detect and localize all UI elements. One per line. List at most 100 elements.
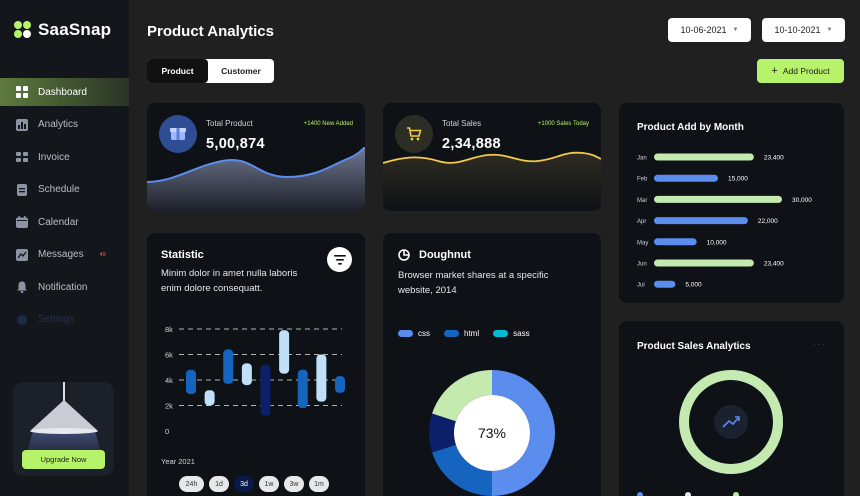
- page-title: Product Analytics: [147, 23, 274, 40]
- total-product-card: Total Product +1400 New Added 5,00,874: [147, 103, 365, 211]
- donut-slice-other[interactable]: [432, 370, 492, 422]
- total-product-label: Total Product: [206, 119, 253, 128]
- month-label: May: [637, 240, 648, 246]
- plus-icon: +: [771, 65, 778, 77]
- sidebar-item-label: Notification: [38, 281, 88, 293]
- range-24h-button[interactable]: 24h: [179, 476, 204, 492]
- sidebar-item-notification[interactable]: Notification: [0, 273, 129, 301]
- legend-item-css[interactable]: css: [398, 329, 430, 338]
- y-tick-label: 4k: [165, 376, 173, 385]
- statistic-card: Statistic Minim dolor in amet nulla labo…: [147, 233, 365, 496]
- sidebar-item-label: Analytics: [38, 119, 79, 130]
- sales-analytics-chart: [679, 370, 783, 474]
- notification-icon: [17, 281, 27, 293]
- sidebar-item-schedule[interactable]: Schedule: [0, 176, 129, 204]
- statistic-chart: 8k 6k 4k 2k 0: [165, 325, 345, 436]
- date-from-value: 10-06-2021: [680, 25, 727, 35]
- range-1m-button[interactable]: 1m: [309, 476, 329, 492]
- month-label: Mar: [637, 198, 647, 204]
- statistic-bar[interactable]: [316, 354, 327, 402]
- statistic-bar[interactable]: [204, 390, 215, 406]
- sidebar: SaaSnap Dashboard Analytics Invoice Sche…: [0, 0, 129, 496]
- doughnut-title: Doughnut: [419, 249, 471, 261]
- month-label: Apr: [637, 219, 646, 225]
- tab-customer[interactable]: Customer: [221, 66, 261, 76]
- month-bar[interactable]: [654, 280, 676, 288]
- logo-icon: [14, 21, 32, 39]
- date-to-picker[interactable]: 10-10-2021 ▼: [762, 18, 845, 42]
- legend-item-sass[interactable]: sass: [493, 329, 530, 338]
- upgrade-promo-card: Upgrade Now: [13, 382, 114, 476]
- analytics-icon: [16, 118, 28, 131]
- logo[interactable]: SaaSnap: [14, 20, 111, 40]
- settings-icon: [17, 314, 27, 325]
- statistic-bar[interactable]: [279, 330, 290, 374]
- sidebar-item-analytics[interactable]: Analytics: [0, 111, 129, 139]
- donut-slice-css[interactable]: [492, 370, 555, 496]
- statistic-bar[interactable]: [186, 369, 196, 395]
- legend-dot-green: [733, 492, 739, 496]
- doughnut-description-line1: Browser market shares at a specific: [398, 270, 549, 281]
- statistic-bar[interactable]: [297, 369, 308, 409]
- messages-badge: 49: [99, 251, 106, 258]
- messages-icon: [16, 248, 28, 261]
- sidebar-item-calendar[interactable]: Calendar: [0, 208, 129, 236]
- upgrade-now-button[interactable]: Upgrade Now: [22, 450, 105, 469]
- more-icon[interactable]: ···: [813, 339, 826, 350]
- legend-label-html: html: [464, 329, 480, 338]
- statistic-bar[interactable]: [241, 363, 252, 386]
- doughnut-chart: 73%: [429, 370, 555, 496]
- statistic-bar[interactable]: [335, 376, 345, 393]
- month-bar[interactable]: [654, 153, 754, 161]
- range-3d-button[interactable]: 3d: [234, 476, 254, 492]
- doughnut-legend: css html sass: [398, 329, 530, 338]
- product-add-chart: Jan 23,400 Feb 15,000 Mar 30,000 Apr 22,000 May 1…: [637, 153, 812, 289]
- month-bar[interactable]: [654, 195, 782, 203]
- sidebar-item-dashboard[interactable]: Dashboard: [0, 78, 129, 106]
- month-bar[interactable]: [654, 259, 754, 267]
- legend-swatch-css: [398, 330, 413, 337]
- product-add-title: Product Add by Month: [637, 122, 744, 133]
- range-1d-button[interactable]: 1d: [209, 476, 229, 492]
- add-product-button[interactable]: + Add Product: [757, 59, 844, 83]
- sidebar-nav: Dashboard Analytics Invoice Schedule Cal…: [0, 78, 129, 338]
- invoice-icon: [16, 152, 28, 162]
- sidebar-item-settings[interactable]: Settings: [0, 306, 129, 334]
- month-bar[interactable]: [654, 174, 718, 182]
- sidebar-item-label: Dashboard: [38, 86, 87, 98]
- donut-center: [454, 395, 530, 471]
- caret-down-icon: ▼: [732, 27, 739, 33]
- ring-segment-green[interactable]: [679, 370, 783, 474]
- range-3w-button[interactable]: 3w: [284, 476, 304, 492]
- month-bar[interactable]: [654, 217, 748, 225]
- statistic-bar[interactable]: [223, 349, 234, 384]
- pie-chart-icon: [398, 249, 410, 261]
- sidebar-item-label: Settings: [38, 314, 75, 325]
- total-sales-value: 2,34,888: [442, 136, 501, 152]
- tab-product[interactable]: Product: [147, 59, 208, 83]
- month-bar[interactable]: [654, 238, 697, 246]
- caret-down-icon: ▼: [826, 27, 833, 33]
- date-to-value: 10-10-2021: [774, 25, 821, 35]
- calendar-icon: [16, 216, 28, 228]
- statistic-description: Minim dolor in amet nulla laboris enim d…: [161, 266, 297, 296]
- legend-label-css: css: [418, 329, 430, 338]
- donut-slice-html[interactable]: [432, 444, 492, 496]
- sidebar-item-label: Messages: [38, 249, 84, 260]
- donut-slice-sass[interactable]: [429, 413, 456, 453]
- legend-item-html[interactable]: html: [444, 329, 479, 338]
- legend-label-sass: sass: [513, 329, 530, 338]
- legend-dot-blue: [637, 492, 643, 496]
- total-sales-note: +1000 Sales Today: [537, 121, 589, 127]
- date-from-picker[interactable]: 10-06-2021 ▼: [668, 18, 751, 42]
- lamp-cord: [63, 382, 65, 402]
- legend-swatch-sass: [493, 330, 509, 337]
- filter-button[interactable]: [327, 247, 352, 272]
- sidebar-item-invoice[interactable]: Invoice: [0, 143, 129, 171]
- range-1w-button[interactable]: 1w: [259, 476, 279, 492]
- sidebar-item-messages[interactable]: Messages 49: [0, 241, 129, 269]
- month-label: Jan: [637, 156, 647, 162]
- doughnut-description: Browser market shares at a specific webs…: [398, 268, 548, 298]
- statistic-bar[interactable]: [260, 364, 271, 416]
- total-sales-label: Total Sales: [442, 119, 482, 128]
